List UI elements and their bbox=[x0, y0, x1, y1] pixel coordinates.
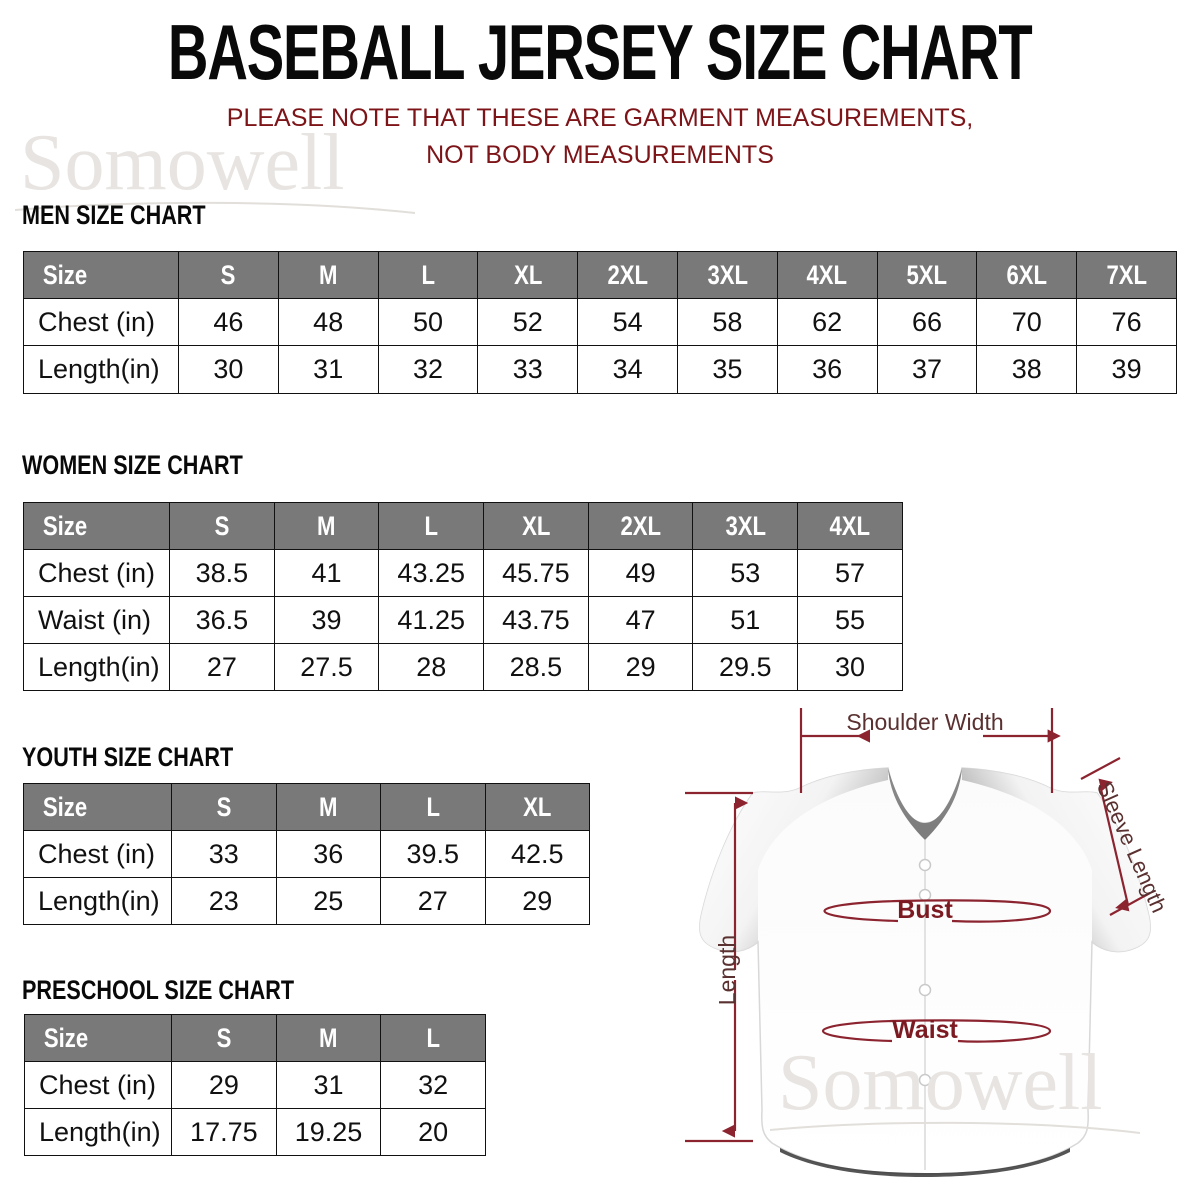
svg-text:Length: Length bbox=[714, 935, 740, 1005]
svg-text:Shoulder Width: Shoulder Width bbox=[846, 709, 1003, 735]
svg-text:Bust: Bust bbox=[897, 896, 953, 924]
svg-text:Sleeve Length: Sleeve Length bbox=[1092, 778, 1172, 917]
